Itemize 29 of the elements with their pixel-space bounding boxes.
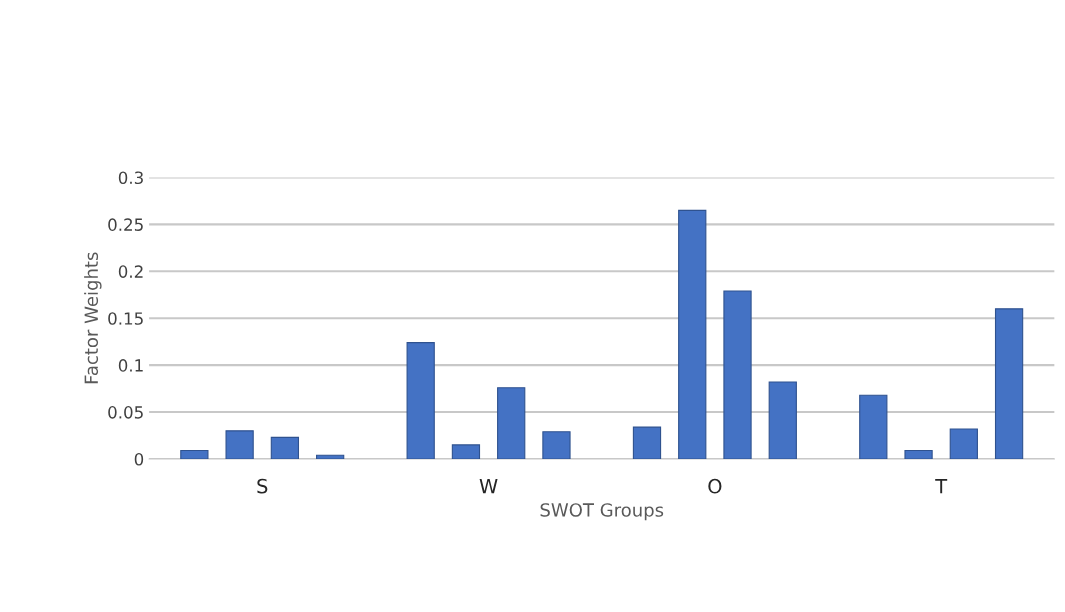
y-tick-label: 0.15 xyxy=(108,312,143,325)
bar xyxy=(406,342,435,459)
bar xyxy=(904,449,933,459)
bar xyxy=(768,381,797,459)
bar xyxy=(949,428,978,459)
bar xyxy=(994,308,1024,459)
bar xyxy=(497,387,526,459)
x-tick-label: W xyxy=(479,479,498,494)
bar xyxy=(180,449,209,459)
y-tick-label: 0 xyxy=(134,452,144,466)
bar xyxy=(542,431,571,459)
x-axis-title: SWOT Groups xyxy=(540,503,664,521)
bar xyxy=(451,444,481,459)
bar xyxy=(723,290,752,459)
y-tick-label: 0.25 xyxy=(108,218,143,231)
bar xyxy=(632,426,662,459)
x-tick-label: S xyxy=(257,478,268,494)
bar xyxy=(225,430,254,459)
bar xyxy=(316,454,345,459)
y-tick-label: 0.1 xyxy=(118,359,143,372)
x-tick-label: O xyxy=(708,478,722,494)
y-tick-label: 0.2 xyxy=(118,265,143,278)
bar xyxy=(859,394,888,459)
y-tick-label: 0.3 xyxy=(118,171,143,185)
bar xyxy=(270,436,300,459)
x-tick-label: T xyxy=(935,479,948,494)
bar xyxy=(678,209,707,459)
y-tick-label: 0.05 xyxy=(108,406,143,419)
y-axis-title: Factor Weights xyxy=(84,252,102,384)
